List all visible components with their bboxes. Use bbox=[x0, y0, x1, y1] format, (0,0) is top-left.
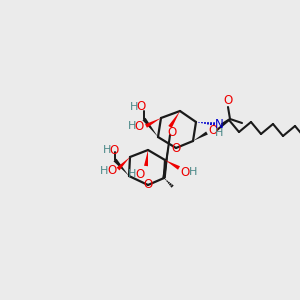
Text: O: O bbox=[167, 125, 177, 139]
Polygon shape bbox=[165, 160, 180, 170]
Text: H: H bbox=[130, 102, 138, 112]
Text: H: H bbox=[128, 169, 136, 179]
Text: O: O bbox=[180, 166, 190, 178]
Polygon shape bbox=[145, 118, 161, 128]
Text: O: O bbox=[110, 143, 118, 157]
Polygon shape bbox=[113, 159, 129, 176]
Text: O: O bbox=[134, 119, 144, 133]
Text: O: O bbox=[136, 100, 146, 113]
Text: H: H bbox=[189, 167, 197, 177]
Text: O: O bbox=[135, 167, 145, 181]
Polygon shape bbox=[193, 131, 208, 141]
Text: H: H bbox=[103, 145, 111, 155]
Polygon shape bbox=[144, 150, 148, 166]
Text: H: H bbox=[128, 121, 136, 131]
Polygon shape bbox=[162, 135, 170, 178]
Polygon shape bbox=[168, 111, 180, 128]
Text: O: O bbox=[171, 142, 181, 154]
Text: N: N bbox=[214, 118, 224, 130]
Polygon shape bbox=[142, 118, 158, 137]
Text: H: H bbox=[100, 166, 108, 176]
Text: O: O bbox=[208, 124, 217, 137]
Text: H: H bbox=[215, 128, 223, 138]
Text: O: O bbox=[107, 164, 117, 178]
Text: O: O bbox=[224, 94, 232, 106]
Polygon shape bbox=[117, 157, 130, 170]
Text: O: O bbox=[143, 178, 153, 191]
